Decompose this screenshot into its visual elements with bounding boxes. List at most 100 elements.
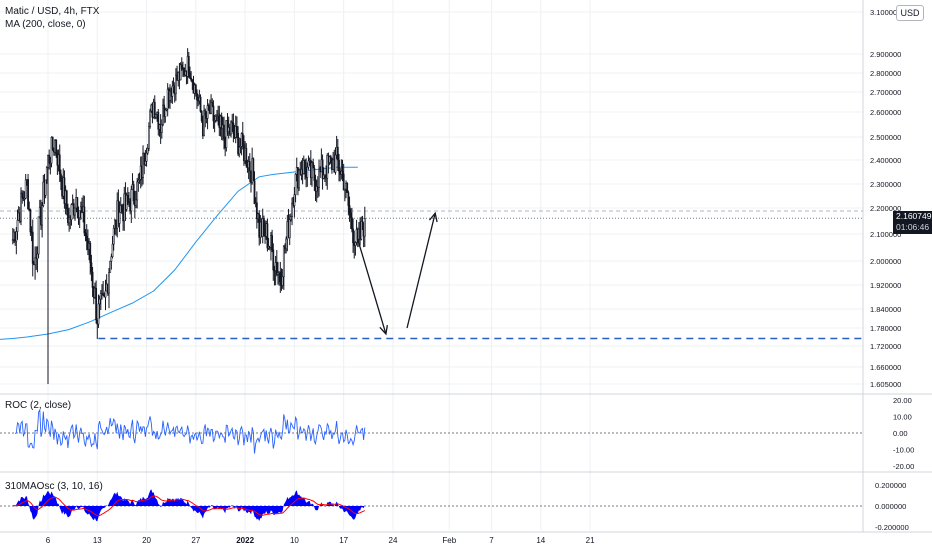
candle-body — [352, 228, 354, 244]
candle-body — [98, 298, 101, 305]
candle-body — [16, 219, 19, 232]
candle-body — [329, 156, 332, 159]
candle-body — [78, 210, 81, 219]
price-tick-label: 1.920000 — [870, 281, 901, 290]
candle-body — [189, 72, 191, 79]
time-tick-label: 13 — [93, 536, 102, 545]
candle-body — [142, 152, 144, 178]
candle-body — [63, 177, 66, 204]
candle-body — [294, 173, 297, 196]
candle-body — [253, 180, 256, 205]
candle-body — [41, 205, 44, 226]
candle-body — [328, 156, 331, 163]
candle-body — [76, 197, 79, 213]
time-tick-label: 20 — [142, 536, 151, 545]
candle-body — [281, 276, 284, 286]
candle-body — [285, 238, 288, 250]
candle-body — [252, 158, 255, 182]
candle-body — [83, 206, 86, 234]
time-tick-label: 14 — [536, 536, 545, 545]
candle-body — [157, 112, 160, 130]
candle-body — [311, 162, 313, 179]
candle-body — [220, 115, 223, 130]
candle-body — [349, 212, 352, 218]
candle-body — [194, 84, 197, 94]
candle-body — [23, 197, 26, 200]
candle-body — [149, 110, 151, 128]
candle-body — [291, 202, 293, 217]
candle-body — [293, 194, 296, 206]
candle-body — [50, 137, 53, 164]
time-tick-label: 7 — [489, 536, 494, 545]
candle-body — [174, 74, 177, 95]
candle-body — [237, 132, 239, 155]
osc-histogram — [12, 489, 365, 522]
roc-tick-label: 20.00 — [893, 396, 912, 405]
candle-body — [203, 110, 205, 137]
candle-body — [148, 126, 150, 149]
ma-200-path — [0, 166, 358, 340]
candle-body — [68, 217, 71, 224]
candle-body — [179, 64, 182, 81]
candle-body — [248, 161, 251, 172]
candle-body — [29, 209, 32, 233]
candle-body — [245, 147, 248, 166]
candle-body — [90, 262, 93, 273]
time-tick-label: 27 — [191, 536, 200, 545]
candle-body — [231, 121, 234, 124]
candle-body — [164, 109, 167, 117]
candle-body — [145, 152, 148, 162]
candle-body — [91, 271, 94, 288]
candle-body — [326, 155, 329, 179]
candle-body — [321, 159, 324, 179]
candle-body — [109, 260, 112, 273]
price-tick-label: 2.200000 — [870, 204, 901, 213]
symbol-title[interactable]: Matic / USD, 4h, FTX — [5, 6, 100, 17]
candle-body — [288, 219, 291, 239]
candle-body — [126, 194, 129, 202]
candle-body — [146, 148, 149, 154]
candle-body — [306, 166, 309, 178]
osc-legend[interactable]: 310MAOsc (3, 10, 16) — [5, 481, 103, 492]
candle-body — [36, 253, 39, 260]
time-tick-label: 2022 — [236, 536, 254, 545]
roc-pane — [0, 408, 863, 454]
candle-body — [298, 169, 300, 189]
candle-body — [135, 199, 137, 206]
candle-body — [334, 154, 337, 173]
candle-body — [346, 183, 349, 193]
candle-body — [206, 105, 209, 119]
roc-legend[interactable]: ROC (2, close) — [5, 400, 72, 411]
candle-body — [138, 179, 141, 181]
candle-body — [137, 180, 140, 183]
candle-body — [313, 167, 316, 181]
candle-body — [34, 257, 36, 266]
candle-body — [187, 56, 190, 74]
candle-body — [136, 181, 139, 201]
candle-body — [216, 115, 218, 118]
candle-body — [160, 124, 163, 133]
candle-body — [44, 179, 47, 196]
candle-body — [272, 249, 275, 271]
ma-legend[interactable]: MA (200, close, 0) — [5, 19, 86, 30]
candle-body — [289, 216, 292, 220]
candle-body — [322, 174, 325, 179]
currency-button[interactable]: USD — [896, 5, 924, 21]
candle-body — [95, 287, 98, 321]
candle-body — [165, 108, 168, 111]
candle-body — [341, 170, 344, 175]
candle-body — [24, 179, 27, 199]
price-tick-label: 2.100000 — [870, 230, 901, 239]
candlesticks — [11, 48, 366, 384]
arrow-up-head — [428, 211, 438, 223]
candle-body — [350, 217, 353, 230]
candle-body — [171, 85, 174, 97]
candle-body — [74, 207, 76, 216]
price-tick-label: 1.605000 — [870, 380, 901, 389]
candle-body — [144, 161, 147, 166]
candle-body — [232, 122, 235, 134]
candle-body — [128, 201, 130, 204]
candle-body — [102, 293, 105, 295]
candle-body — [204, 110, 207, 116]
